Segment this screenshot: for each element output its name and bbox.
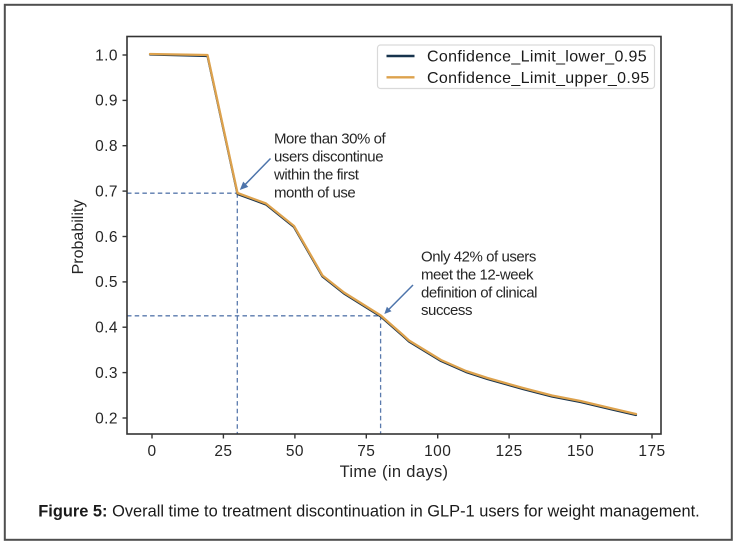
svg-text:Time (in days): Time (in days) <box>340 463 449 481</box>
svg-text:0.8: 0.8 <box>95 138 118 155</box>
svg-text:definition of clinical: definition of clinical <box>421 285 537 302</box>
svg-text:More than 30% of: More than 30% of <box>274 130 386 147</box>
svg-text:users discontinue: users discontinue <box>274 148 383 165</box>
svg-text:0.4: 0.4 <box>95 320 118 337</box>
svg-text:1.0: 1.0 <box>95 47 118 64</box>
svg-text:Confidence_Limit_upper_0.95: Confidence_Limit_upper_0.95 <box>427 70 650 87</box>
svg-text:within the first: within the first <box>273 167 360 184</box>
svg-text:0.7: 0.7 <box>95 183 118 200</box>
svg-text:125: 125 <box>495 443 522 460</box>
svg-text:100: 100 <box>424 443 451 460</box>
svg-text:25: 25 <box>214 443 232 460</box>
svg-text:success: success <box>421 302 472 319</box>
svg-text:175: 175 <box>638 443 665 460</box>
svg-text:0.9: 0.9 <box>95 93 118 110</box>
svg-text:0: 0 <box>147 443 156 460</box>
svg-text:month of use: month of use <box>274 185 355 202</box>
svg-text:Probability: Probability <box>70 200 87 275</box>
svg-text:0.6: 0.6 <box>95 229 118 246</box>
svg-text:75: 75 <box>357 443 375 460</box>
svg-text:Only 42% of users: Only 42% of users <box>421 249 536 266</box>
svg-text:0.5: 0.5 <box>95 274 118 291</box>
svg-text:50: 50 <box>286 443 304 460</box>
svg-text:Confidence_Limit_lower_0.95: Confidence_Limit_lower_0.95 <box>427 49 647 66</box>
svg-text:meet the 12-week: meet the 12-week <box>421 267 534 284</box>
svg-text:150: 150 <box>567 443 594 460</box>
svg-text:0.2: 0.2 <box>95 410 118 427</box>
svg-text:Figure 5: Overall time to trea: Figure 5: Overall time to treatment disc… <box>38 503 699 521</box>
svg-text:0.3: 0.3 <box>95 365 118 382</box>
